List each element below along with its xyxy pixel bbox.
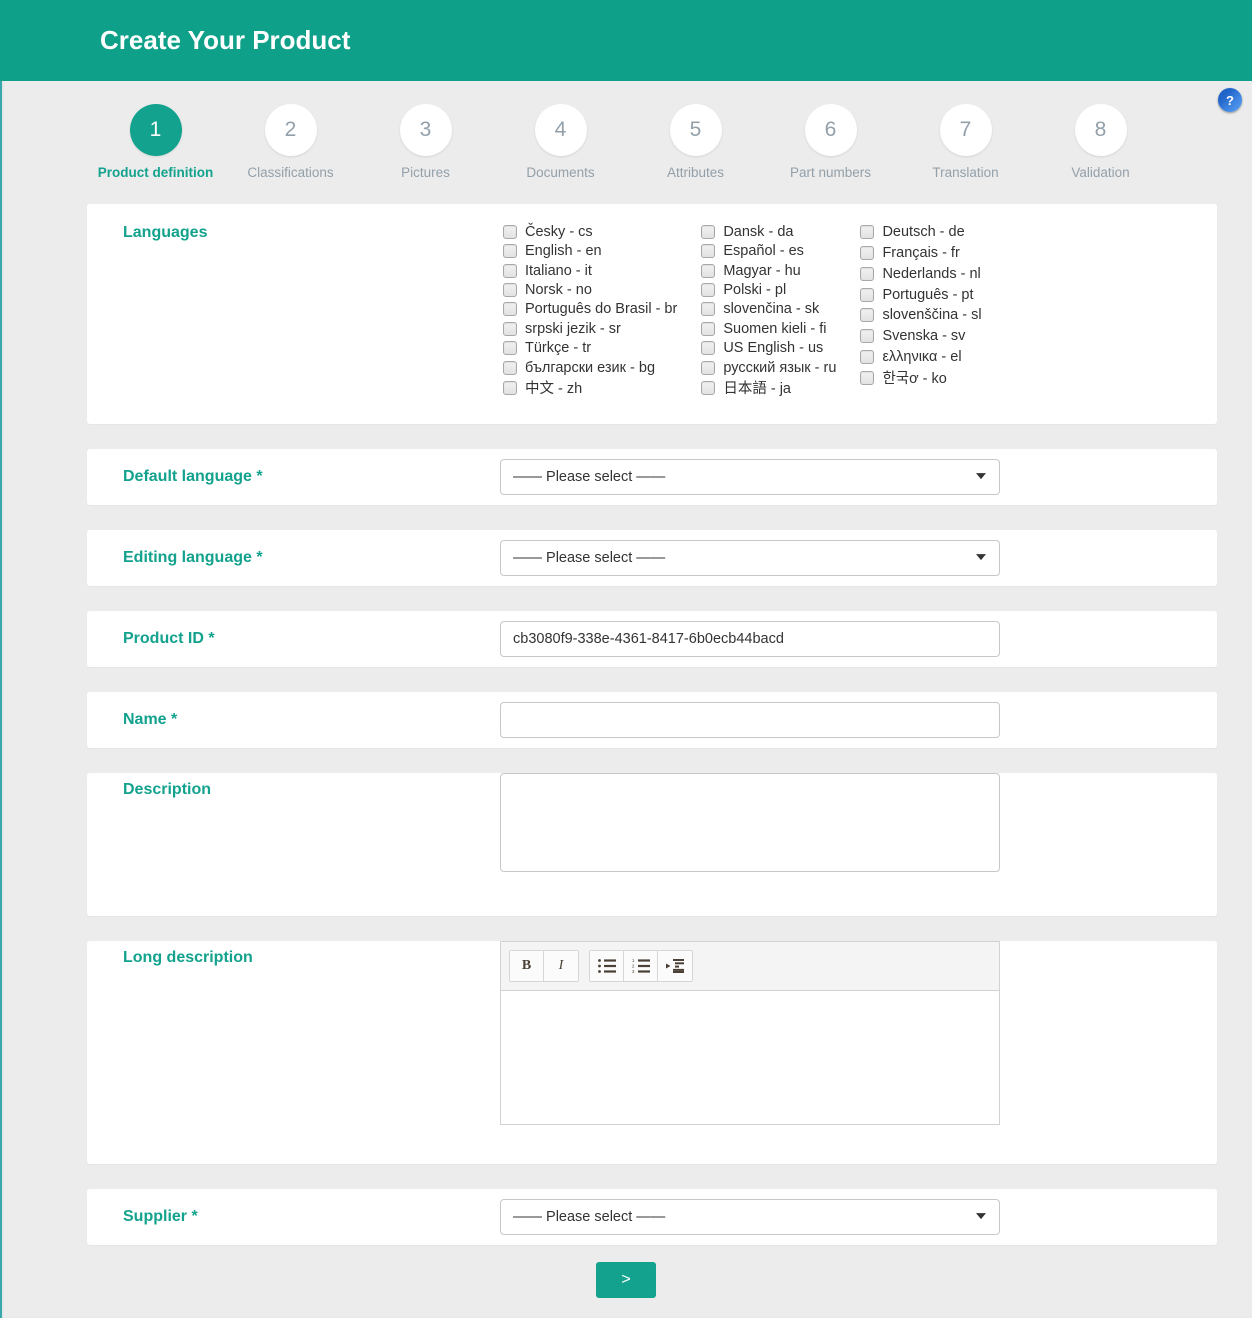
svg-text:2: 2	[632, 964, 635, 969]
svg-text:1: 1	[632, 959, 635, 963]
svg-text:3: 3	[632, 969, 635, 973]
